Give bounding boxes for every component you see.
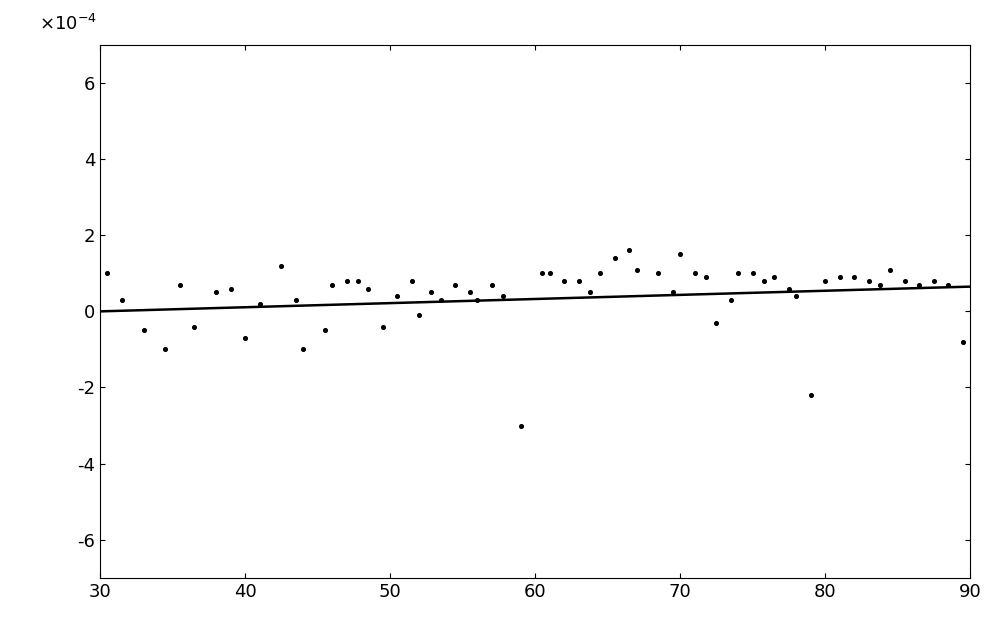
Point	[781, 283, 797, 293]
Point	[672, 249, 688, 259]
Point	[607, 253, 623, 263]
Point	[469, 295, 485, 305]
Point	[447, 279, 463, 290]
Point	[273, 261, 289, 271]
Point	[512, 421, 528, 431]
Point	[744, 268, 761, 279]
Point	[317, 325, 333, 336]
Point	[350, 276, 366, 286]
Point	[730, 268, 746, 279]
Point	[542, 268, 558, 279]
Point	[288, 295, 304, 305]
Point	[389, 291, 405, 301]
Point	[404, 276, 420, 286]
Point	[375, 322, 391, 332]
Point	[534, 268, 550, 279]
Point	[650, 268, 666, 279]
Point	[926, 276, 942, 286]
Point	[832, 272, 848, 282]
Point	[295, 344, 311, 354]
Point	[324, 279, 340, 290]
Point	[788, 291, 804, 301]
Point	[582, 287, 598, 297]
Point	[360, 283, 376, 293]
Point	[186, 322, 202, 332]
Point	[897, 276, 913, 286]
Point	[882, 265, 898, 275]
Point	[911, 279, 927, 290]
Point	[433, 295, 449, 305]
Point	[462, 287, 478, 297]
Point	[955, 336, 971, 347]
Point	[708, 318, 724, 328]
Point	[621, 245, 637, 256]
Point	[411, 310, 427, 320]
Point	[846, 272, 862, 282]
Point	[802, 390, 818, 400]
Point	[222, 283, 239, 293]
Point	[592, 268, 608, 279]
Point	[698, 272, 714, 282]
Point	[423, 287, 439, 297]
Point	[570, 276, 586, 286]
Point	[860, 276, 876, 286]
Text: $\times 10^{-4}$: $\times 10^{-4}$	[39, 14, 97, 34]
Point	[872, 279, 888, 290]
Point	[208, 287, 224, 297]
Point	[99, 268, 115, 279]
Point	[338, 276, 355, 286]
Point	[665, 287, 681, 297]
Point	[723, 295, 739, 305]
Point	[237, 333, 253, 343]
Point	[766, 272, 782, 282]
Point	[940, 279, 956, 290]
Point	[495, 291, 511, 301]
Point	[157, 344, 173, 354]
Point	[756, 276, 772, 286]
Point	[686, 268, 702, 279]
Point	[484, 279, 500, 290]
Point	[136, 325, 152, 336]
Point	[114, 295, 130, 305]
Point	[629, 265, 645, 275]
Point	[172, 279, 188, 290]
Point	[252, 299, 268, 309]
Point	[817, 276, 833, 286]
Point	[556, 276, 572, 286]
